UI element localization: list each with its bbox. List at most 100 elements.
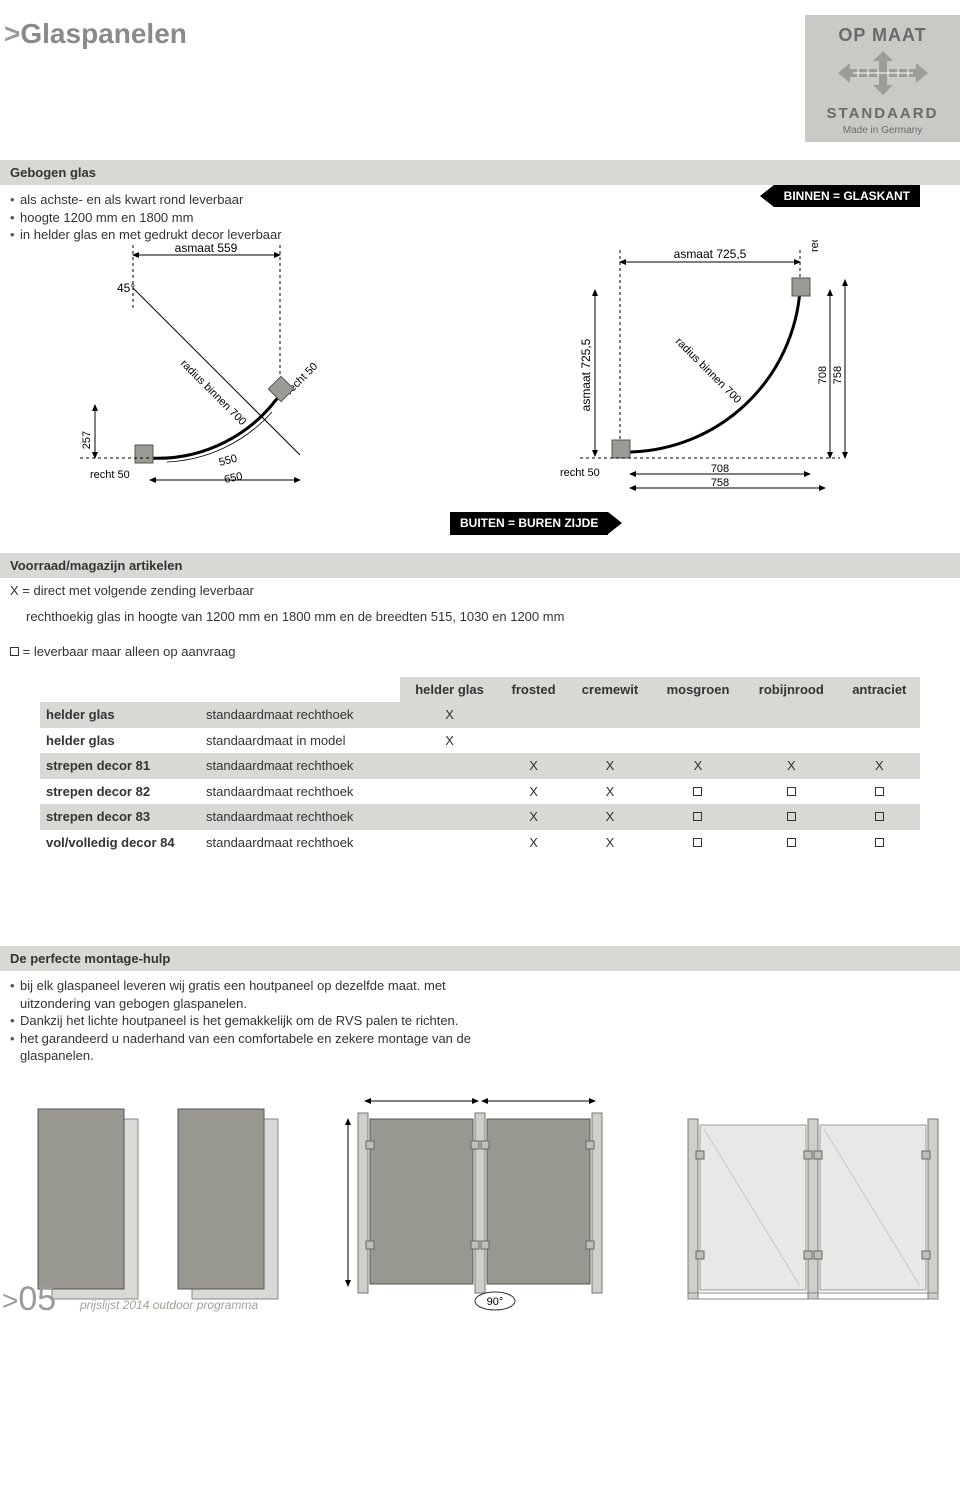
square-icon	[693, 787, 702, 796]
section1-header: Gebogen glas	[0, 160, 960, 186]
table-cell	[839, 804, 920, 830]
flag-bottom-wrap: BUITEN = BUREN ZIJDE	[0, 512, 960, 534]
dim-708v: 708	[817, 366, 829, 384]
dim-758h: 758	[711, 477, 729, 489]
table-cell	[744, 702, 839, 728]
table-cell: X	[568, 779, 652, 805]
square-icon	[693, 812, 702, 821]
table-cell: X	[499, 753, 568, 779]
diagram-45deg: asmaat 559 45° radius binnen 700 recht 5…	[20, 240, 460, 505]
dim-asmaat: asmaat 559	[175, 241, 238, 255]
square-icon	[693, 838, 702, 847]
section3-header: De perfecte montage-hulp	[0, 946, 960, 972]
col-frosted: frosted	[499, 677, 568, 703]
bullet-item: hoogte 1200 mm en 1800 mm	[10, 209, 470, 227]
table-cell	[499, 702, 568, 728]
table-cell	[839, 728, 920, 754]
table-row: strepen decor 81standaardmaat rechthoek X…	[40, 753, 920, 779]
table-row: helder glasstandaardmaat in modelX	[40, 728, 920, 754]
table-cell: X	[400, 728, 499, 754]
assembly-wood-illustration: 90°	[330, 1091, 630, 1316]
header-row: >Glaspanelen OP MAAT STANDAAR	[0, 0, 960, 142]
flag-buiten: BUITEN = BUREN ZIJDE	[450, 512, 608, 534]
page-num-text: 05	[18, 1280, 56, 1318]
table-cell: X	[400, 702, 499, 728]
table-cell	[652, 702, 744, 728]
table-row: strepen decor 82standaardmaat rechthoekX…	[40, 779, 920, 805]
square-icon	[787, 838, 796, 847]
table-cell: vol/volledig decor 84	[40, 830, 200, 856]
dim-asmaat-h: asmaat 725,5	[674, 247, 747, 261]
flag-binnen: BINNEN = GLASKANT	[774, 185, 920, 207]
col-robijnrood: robijnrood	[744, 677, 839, 703]
table-cell	[744, 804, 839, 830]
dim-recht50-tr: recht 50	[809, 240, 821, 252]
table-cell: X	[744, 753, 839, 779]
table-cell	[744, 830, 839, 856]
table-cell: X	[568, 804, 652, 830]
table-cell	[652, 779, 744, 805]
square-icon	[10, 647, 19, 656]
section3-bullets: bij elk glaspaneel leveren wij gratis ee…	[0, 971, 520, 1071]
diagrams-row: asmaat 559 45° radius binnen 700 recht 5…	[0, 240, 960, 505]
page-number: >05	[2, 1277, 56, 1323]
table-cell: X	[499, 779, 568, 805]
footer-text: prijslijst 2014 outdoor programma	[80, 1297, 258, 1313]
table-cell: X	[499, 830, 568, 856]
square-icon	[875, 838, 884, 847]
table-cell	[400, 804, 499, 830]
badge-line2: STANDAARD	[813, 104, 952, 124]
table-cell: helder glas	[40, 728, 200, 754]
section2-header: Voorraad/magazijn artikelen	[0, 553, 960, 579]
availability-table: helder glas frosted cremewit mosgroen ro…	[0, 665, 960, 856]
table-cell	[839, 702, 920, 728]
col-blank2	[200, 677, 400, 703]
col-cremewit: cremewit	[568, 677, 652, 703]
panel-pair-illustration	[30, 1101, 290, 1316]
badge-cross-icon	[813, 51, 952, 100]
table-cell	[499, 728, 568, 754]
table-cell: strepen decor 82	[40, 779, 200, 805]
table-row: vol/volledig decor 84standaardmaat recht…	[40, 830, 920, 856]
table-cell	[652, 804, 744, 830]
dim-asmaat-v: asmaat 725,5	[579, 338, 593, 411]
badge-line1: OP MAAT	[813, 23, 952, 47]
dim-550: 550	[218, 452, 239, 468]
table-cell: strepen decor 81	[40, 753, 200, 779]
dim-45: 45°	[117, 281, 135, 295]
table-cell	[839, 830, 920, 856]
legend-square-text: = leverbaar maar alleen op aanvraag	[23, 644, 236, 659]
bullet-item: als achste- en als kwart rond leverbaar	[10, 191, 470, 209]
panel-illustrations: 90°	[0, 1071, 960, 1326]
table-cell	[744, 728, 839, 754]
table-cell	[400, 830, 499, 856]
bullet-item: Dankzij het lichte houtpaneel is het gem…	[10, 1012, 510, 1030]
table-cell: standaardmaat rechthoek	[200, 830, 400, 856]
legend-x-sub: rechthoekig glas in hoogte van 1200 mm e…	[0, 604, 960, 630]
dim-758v: 758	[832, 366, 844, 384]
diagram-90deg: asmaat 725,5 recht 50 asmaat 725,5 radiu…	[500, 240, 940, 505]
dim-650: 650	[223, 470, 243, 486]
table-row: strepen decor 83standaardmaat rechthoekX…	[40, 804, 920, 830]
table-cell: standaardmaat rechthoek	[200, 753, 400, 779]
dim-radius-r: radius binnen 700	[673, 335, 743, 405]
table-row: helder glasstandaardmaat rechthoekX	[40, 702, 920, 728]
page: >Glaspanelen OP MAAT STANDAAR	[0, 0, 960, 1325]
dim-recht50-bl: recht 50	[560, 467, 600, 479]
badge: OP MAAT STANDAARD Made in Germany	[805, 15, 960, 142]
bullet-item: bij elk glaspaneel leveren wij gratis ee…	[10, 977, 510, 1012]
table-cell	[568, 702, 652, 728]
table-cell: X	[652, 753, 744, 779]
table-cell: standaardmaat in model	[200, 728, 400, 754]
flag-top-wrap: BINNEN = GLASKANT	[480, 185, 920, 244]
legend-square: = leverbaar maar alleen op aanvraag	[0, 639, 960, 665]
table-cell: helder glas	[40, 702, 200, 728]
table-cell	[652, 728, 744, 754]
table-cell: X	[499, 804, 568, 830]
assembly-glass-illustration	[670, 1111, 960, 1316]
col-blank1	[40, 677, 200, 703]
dim-708h: 708	[711, 463, 729, 475]
square-icon	[787, 787, 796, 796]
badge-line3: Made in Germany	[813, 124, 952, 138]
table-cell	[400, 779, 499, 805]
